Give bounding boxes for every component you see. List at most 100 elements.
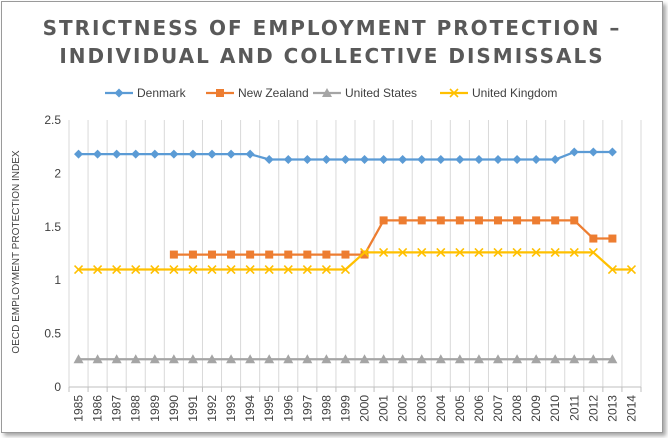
data-point-marker [131,149,141,159]
legend: Denmark New Zealand United States United Ki… [105,86,557,100]
x-tick-label: 2000 [358,395,372,422]
data-point-marker [93,264,103,275]
series-united-kingdom [73,247,637,275]
data-point-marker [435,354,446,364]
data-point-marker [417,155,427,165]
data-point-marker [74,149,84,159]
legend-label: Denmark [137,86,187,100]
series-line-united-kingdom [78,251,632,271]
data-point-marker [436,247,446,257]
y-tick-label: 2.5 [44,113,61,127]
data-point-marker [531,354,542,364]
x-tick-label: 1990 [167,395,181,422]
x-tick-label: 1991 [186,395,200,422]
data-point-marker [169,149,179,159]
data-point-marker [588,247,598,257]
data-point-marker [264,155,274,165]
data-point-marker [111,354,122,364]
data-point-marker [302,354,313,364]
data-point-marker [264,264,274,275]
x-tick-label: 2008 [510,395,524,422]
data-point-marker [550,247,560,257]
data-point-marker [188,264,198,275]
data-point-marker [340,354,351,364]
data-point-marker [340,264,351,275]
x-tick-label: 1986 [91,395,105,422]
x-tick-label: 1995 [262,395,276,422]
data-point-marker [246,250,255,259]
x-tick-label: 1989 [148,395,162,422]
data-point-marker [379,155,389,165]
data-point-marker [359,354,370,364]
data-point-marker [245,264,255,275]
data-point-marker [283,155,293,165]
x-tick-label: 1999 [338,395,352,422]
data-point-marker [397,354,408,364]
series-denmark [74,147,617,165]
data-point-marker [532,216,541,225]
data-point-marker [283,354,294,364]
data-point-marker [626,264,637,275]
data-point-marker [379,216,388,225]
y-tick-label: 0.5 [44,327,61,341]
x-tick-label: 1998 [319,395,333,422]
data-point-marker [493,247,503,257]
data-point-marker [449,88,459,98]
series-lines [73,147,637,364]
data-point-marker [531,155,541,165]
legend-item-denmark: Denmark [105,86,187,100]
data-point-marker [550,354,561,364]
data-point-marker [493,155,503,165]
data-point-marker [607,264,617,275]
data-point-marker [112,149,122,159]
data-point-marker [150,264,160,275]
y-tick-label: 2 [54,166,61,180]
data-point-marker [227,250,236,259]
data-point-marker [512,354,523,364]
data-point-marker [416,354,427,364]
x-tick-label: 1996 [281,395,295,422]
data-point-marker [512,247,522,257]
x-tick-label: 2010 [548,395,562,422]
data-point-marker [168,354,179,364]
series-new-zealand [169,216,617,259]
data-point-marker [474,216,483,225]
data-point-marker [114,88,124,98]
data-point-marker [588,147,598,157]
x-tick-label: 1988 [129,395,143,422]
legend-item-united-states: United States [313,86,417,100]
data-point-marker [455,155,465,165]
data-point-marker [283,264,293,275]
data-point-marker [512,155,522,165]
data-point-marker [321,264,331,275]
data-point-marker [245,149,255,159]
data-point-marker [321,354,332,364]
data-point-marker [417,247,427,257]
data-point-marker [454,354,465,364]
x-tick-label: 1985 [72,395,86,422]
data-point-marker [474,247,484,257]
data-point-marker [188,250,197,259]
x-tick-label: 2004 [434,395,448,422]
x-tick-label: 2011 [567,395,581,421]
legend-label: New Zealand [238,86,309,100]
data-point-marker [607,354,618,364]
data-point-marker [208,250,216,259]
data-point-marker [226,354,237,364]
data-point-marker [284,250,293,259]
legend-label: United States [345,86,417,100]
data-point-marker [531,247,541,257]
x-tick-label: 2003 [415,395,429,422]
data-point-marker [322,88,332,97]
x-tick-label: 2009 [529,395,543,422]
data-point-marker [494,216,502,225]
data-point-marker [551,216,560,225]
x-tick-label: 1994 [243,395,257,422]
data-point-marker [398,216,407,225]
data-point-marker [149,354,160,364]
data-point-marker [73,264,84,275]
data-point-marker [436,155,446,165]
data-point-marker [265,250,274,259]
data-point-marker [493,354,503,364]
legend-label: United Kingdom [472,86,557,100]
